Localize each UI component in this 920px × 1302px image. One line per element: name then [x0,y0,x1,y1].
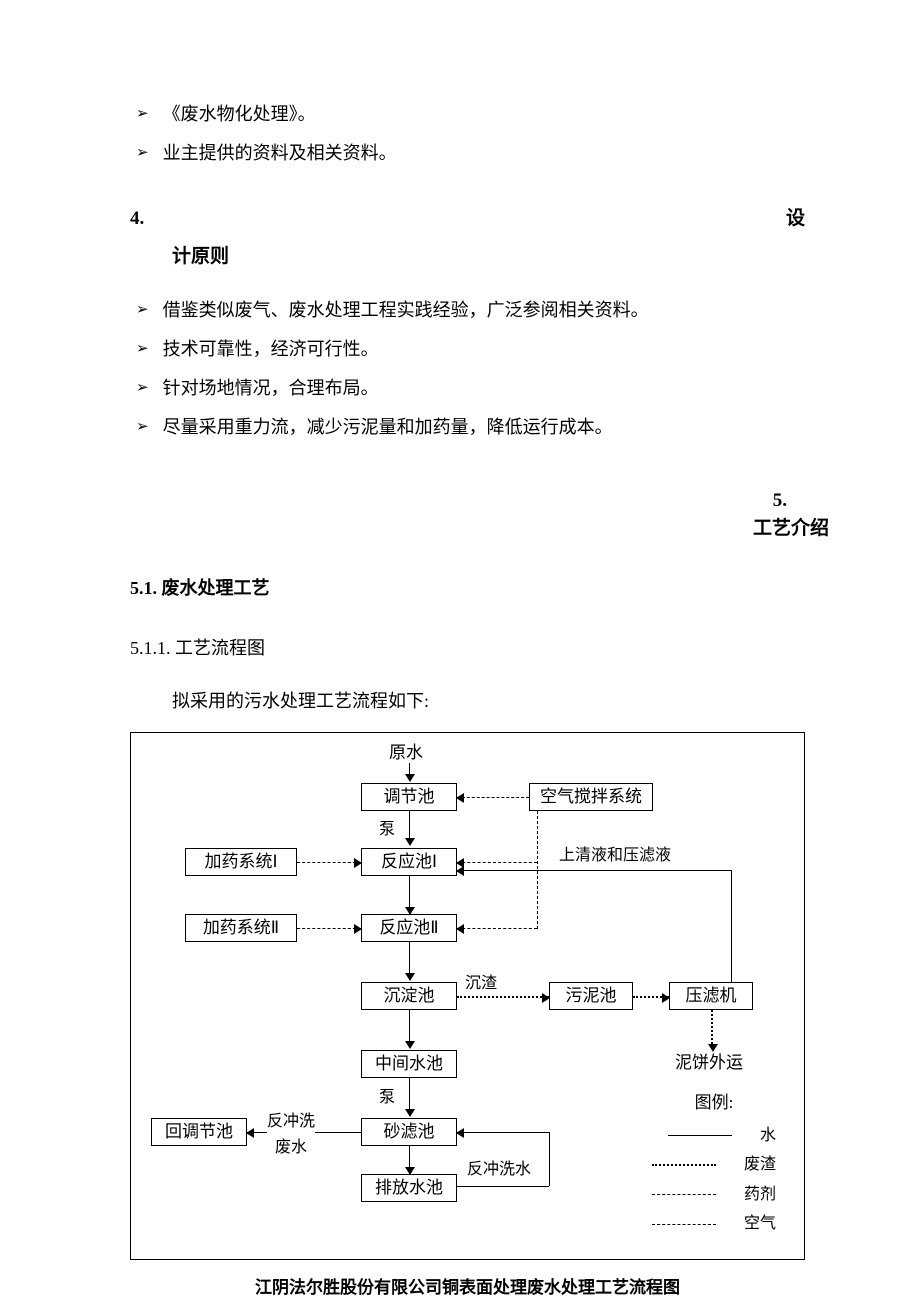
arrow [409,1078,410,1116]
label-cake-out: 泥饼外运 [675,1049,743,1076]
arrow [409,1010,410,1048]
triangle-icon: ➢ [136,337,149,361]
section-5-heading: 5. 工艺介绍 [130,486,805,546]
legend-label: 水 [760,1123,776,1149]
bullet-item: ➢ 技术可靠性，经济可行性。 [130,335,805,364]
bullet-text: 针对场地情况，合理布局。 [163,374,379,403]
node-adjust-pool: 调节池 [361,783,457,811]
flowchart-container: 原水 调节池 空气搅拌系统 泵 加药系统Ⅰ 反应池Ⅰ 上清液和压滤液 加药系统Ⅱ… [130,732,805,1260]
node-mid-pool: 中间水池 [361,1050,457,1078]
node-sand-filter: 砂滤池 [361,1118,457,1146]
section-5-title: 工艺介绍 [753,514,829,544]
section-5-number: 5. [773,486,787,516]
legend-label: 空气 [744,1211,776,1237]
bullet-item: ➢ 尽量采用重力流，减少污泥量和加药量，降低运行成本。 [130,413,805,442]
label-pump: 泵 [379,1085,395,1111]
label-backwash-waste: 反冲洗 废水 [267,1109,315,1160]
legend-line-dashdotdot [652,1224,716,1225]
node-discharge: 排放水池 [361,1174,457,1202]
line [457,1186,549,1187]
bullet-item: ➢ 借鉴类似废气、废水处理工程实践经验，广泛参阅相关资料。 [130,296,805,325]
legend-row: 水 [652,1123,776,1149]
legend-line-solid [668,1135,732,1136]
flowchart-caption: 江阴法尔胜股份有限公司铜表面处理废水处理工艺流程图 [130,1274,805,1301]
bullet-text: 借鉴类似废气、废水处理工程实践经验，广泛参阅相关资料。 [163,296,649,325]
triangle-icon: ➢ [136,102,149,126]
dotted-arrow [633,996,669,998]
line [731,870,732,982]
legend-row: 废渣 [652,1152,776,1178]
legend-title: 图例: [652,1089,776,1116]
legend: 图例: 水 废渣 药剂 空气 [652,1089,776,1241]
node-chem-system-1: 加药系统Ⅰ [185,848,297,876]
node-reaction-2: 反应池Ⅱ [361,914,457,942]
legend-line-dashdot [652,1194,716,1195]
section-4-heading: 4. 设 计原则 [130,204,805,273]
arrow [409,1146,410,1174]
arrow-line [457,1132,549,1133]
arrow-line [457,870,731,871]
arrow [409,942,410,980]
bullet-item: ➢ 《废水物化处理》。 [130,100,805,129]
dashed-arrow [297,928,361,929]
node-raw-water: 原水 [389,739,423,766]
dotted-arrow [457,996,549,998]
triangle-icon: ➢ [136,376,149,400]
arrow [409,763,410,781]
dashed-arrow [297,862,361,863]
bullet-item: ➢ 业主提供的资料及相关资料。 [130,139,805,168]
legend-label: 药剂 [744,1182,776,1208]
flowchart-intro: 拟采用的污水处理工艺流程如下: [130,687,805,716]
node-filter-press: 压滤机 [669,982,753,1010]
section-4-title: 计原则 [130,242,805,272]
dashed-arrow [457,928,537,929]
node-sludge: 污泥池 [549,982,633,1010]
principles-list: ➢ 借鉴类似废气、废水处理工程实践经验，广泛参阅相关资料。 ➢ 技术可靠性，经济… [130,296,805,441]
text: 反冲洗 [267,1113,315,1130]
subheading-5-1: 5.1. 废水处理工艺 [130,574,805,603]
label-residue: 沉渣 [465,971,497,997]
bullet-text: 《废水物化处理》。 [163,100,316,129]
node-air-mixing: 空气搅拌系统 [529,783,653,811]
line [549,1132,550,1186]
bullet-text: 技术可靠性，经济可行性。 [163,335,379,364]
dotted-arrow-v [711,1010,713,1044]
intro-bullets: ➢ 《废水物化处理》。 ➢ 业主提供的资料及相关资料。 [130,100,805,168]
label-backwash: 反冲洗水 [467,1157,531,1183]
bullet-text: 业主提供的资料及相关资料。 [163,139,397,168]
triangle-icon: ➢ [136,141,149,165]
label-supernatant: 上清液和压滤液 [559,843,671,869]
legend-label: 废渣 [744,1152,776,1178]
triangle-icon: ➢ [136,298,149,322]
node-chem-system-2: 加药系统Ⅱ [185,914,297,942]
label-pump: 泵 [379,817,395,843]
subheading-5-1-1: 5.1.1. 工艺流程图 [130,634,805,663]
legend-row: 空气 [652,1211,776,1237]
section-4-number: 4. [130,208,144,229]
section-4-char: 设 [786,204,805,234]
triangle-icon: ➢ [136,415,149,439]
dashed-arrow [457,797,529,798]
dashed-arrow [457,862,537,863]
arrow [409,876,410,914]
legend-row: 药剂 [652,1182,776,1208]
node-sedimentation: 沉淀池 [361,982,457,1010]
arrow [409,811,410,845]
node-return-pool: 回调节池 [151,1118,247,1146]
text: 废水 [275,1139,307,1156]
node-reaction-1: 反应池Ⅰ [361,848,457,876]
legend-line-dotted [652,1164,716,1166]
bullet-item: ➢ 针对场地情况，合理布局。 [130,374,805,403]
bullet-text: 尽量采用重力流，减少污泥量和加药量，降低运行成本。 [163,413,613,442]
